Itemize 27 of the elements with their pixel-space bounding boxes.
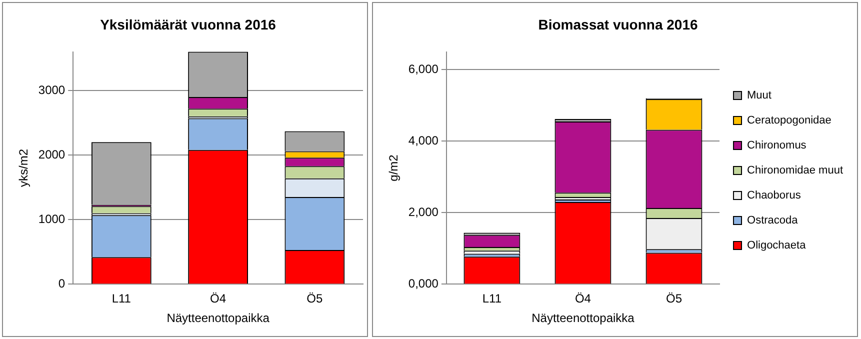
- x-tick-label: L11: [482, 292, 502, 306]
- y-axis-title: g/m2: [386, 154, 401, 182]
- x-tick-label: Ö5: [306, 292, 324, 306]
- x-tick-label: Ö4: [574, 292, 592, 306]
- y-tick-label: 0,000: [408, 276, 439, 291]
- y-tick-label: 2,000: [408, 205, 439, 220]
- y-tick-label: 3000: [38, 82, 66, 97]
- chart-title: Yksilömäärät vuonna 2016: [100, 16, 276, 32]
- legend-label: Ceratopogonidae: [747, 114, 832, 127]
- x-tick-label: Ö5: [666, 292, 682, 306]
- legend-label: Chaoborus: [747, 190, 802, 202]
- y-tick-label: 1000: [38, 212, 66, 226]
- legend-label: Chironomidae muut: [747, 164, 844, 177]
- y-tick-label: 4,000: [408, 133, 439, 148]
- x-axis-title: Näytteenottopaikka: [166, 311, 270, 326]
- y-tick-label: 0: [58, 276, 66, 291]
- x-axis-title: Näytteenottopaikka: [532, 311, 635, 326]
- y-tick-label: 2000: [38, 147, 66, 162]
- legend-label: Ostracoda: [747, 214, 799, 227]
- legend-label: Muut: [747, 90, 772, 102]
- chart-title: Biomassat vuonna 2016: [538, 16, 698, 32]
- legend-label: Chironomus: [747, 140, 807, 152]
- x-tick-label: L11: [112, 292, 132, 306]
- x-tick-label: Ö4: [210, 292, 226, 306]
- legend-label: Oligochaeta: [747, 240, 807, 252]
- y-axis-title: yks/m2: [16, 148, 31, 188]
- y-tick-label: 6,000: [408, 62, 439, 76]
